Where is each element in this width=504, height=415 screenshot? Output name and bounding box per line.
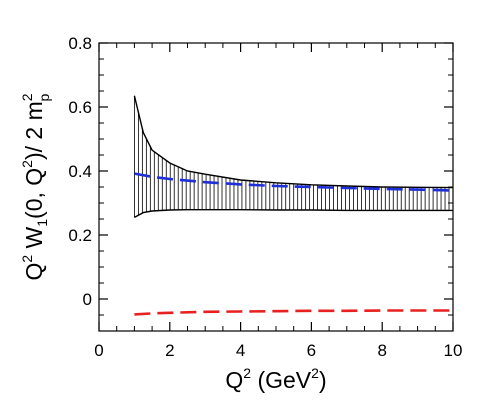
band-layer — [133, 95, 454, 219]
y-tick-label: 0.2 — [68, 226, 92, 245]
y-tick-label: 0 — [83, 290, 92, 309]
band-upper-edge — [133, 95, 454, 189]
y-axis-label: Q2 W1(0, Q2)/ 2 m2p — [19, 93, 52, 280]
ticks-layer: 0 2 4 6 8 10 0 0.2 0.4 0.6 0.8 — [68, 34, 462, 360]
band-lower-edge — [134, 209, 453, 219]
y-tick-label: 0.4 — [68, 162, 92, 181]
series-layer — [134, 172, 454, 316]
x-tick-label: 0 — [94, 341, 103, 360]
y-tick-label: 0.6 — [68, 98, 92, 117]
band-hatching — [133, 95, 454, 218]
x-tick-label: 8 — [377, 341, 386, 360]
series-line-1 — [134, 172, 454, 192]
x-tick-label: 4 — [236, 341, 245, 360]
x-axis-label: Q2 (GeV2) — [225, 365, 326, 393]
x-tick-label: 2 — [165, 341, 174, 360]
series-line-2 — [134, 309, 453, 316]
x-tick-label: 6 — [307, 341, 316, 360]
x-tick-label: 10 — [444, 341, 463, 360]
y-tick-label: 0.8 — [68, 34, 92, 53]
